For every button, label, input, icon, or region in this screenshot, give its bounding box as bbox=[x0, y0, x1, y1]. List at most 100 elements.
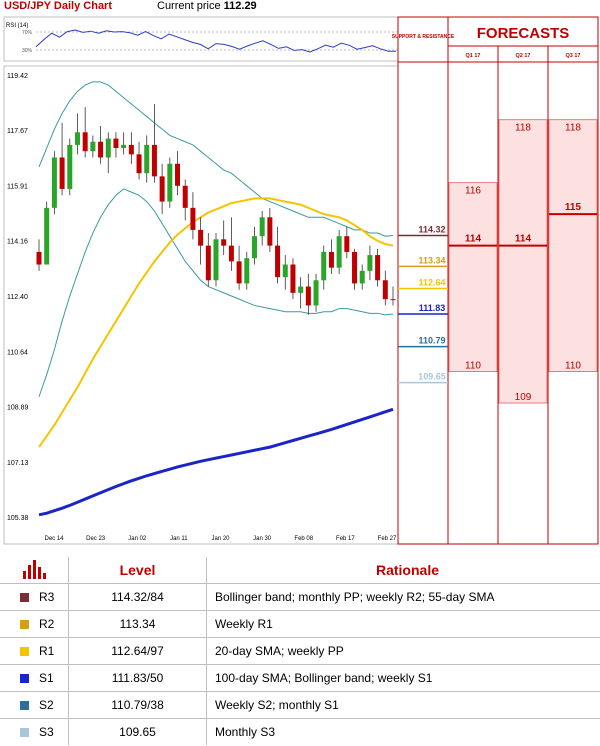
rationale-header: Rationale bbox=[206, 557, 600, 584]
forecast-range-box bbox=[498, 119, 548, 404]
candle-body bbox=[305, 286, 311, 306]
forecast-low: 109 bbox=[515, 392, 532, 403]
y-tick-label: 105.38 bbox=[7, 515, 29, 522]
forex-chart: RSI (14) 70% 30% 119.42 117.67 115.91 114.1… bbox=[3, 16, 599, 545]
current-price-value: 112.29 bbox=[223, 0, 257, 12]
level-code-cell: S2 bbox=[0, 691, 69, 719]
candle-body bbox=[128, 144, 134, 155]
level-swatch bbox=[20, 593, 29, 603]
candle-body bbox=[105, 138, 111, 158]
candle-body bbox=[113, 138, 119, 149]
sr-level-label: 113.34 bbox=[418, 255, 445, 265]
candle-body bbox=[205, 245, 211, 281]
candle-body bbox=[82, 132, 88, 152]
candle-body bbox=[213, 239, 219, 281]
level-value: 110.79/38 bbox=[68, 691, 207, 719]
forecast-range-box bbox=[448, 182, 498, 372]
candle-body bbox=[36, 251, 42, 265]
candle-body bbox=[167, 163, 173, 202]
level-code: S3 bbox=[39, 725, 54, 739]
level-code: R1 bbox=[39, 644, 55, 658]
candle-body bbox=[136, 154, 142, 174]
level-rationale: Bollinger band; monthly PP; weekly R2; 5… bbox=[206, 583, 600, 611]
level-rationale: Weekly R1 bbox=[206, 610, 600, 638]
forecast-low: 110 bbox=[465, 361, 481, 372]
candle-body bbox=[382, 280, 388, 300]
forecast-range-box bbox=[548, 119, 598, 372]
candle-body bbox=[244, 258, 250, 284]
candle-body bbox=[90, 141, 96, 152]
y-tick-label: 114.16 bbox=[7, 239, 28, 246]
sma100-line bbox=[38, 407, 394, 517]
candle-body bbox=[236, 261, 242, 284]
sr-level-label: 111.83 bbox=[419, 303, 446, 313]
candle-body bbox=[367, 255, 373, 271]
candles bbox=[36, 103, 396, 315]
candle-body bbox=[321, 251, 327, 281]
level-value: 111.83/50 bbox=[68, 664, 207, 692]
x-axis-ticks: Dec 14 Dec 23 Jan 02 Jan 11 Jan 20 Jan 30 Feb … bbox=[44, 536, 397, 542]
candle-body bbox=[182, 185, 188, 208]
forecast-col-label: Q1 17 bbox=[466, 53, 481, 59]
levels-table: Level Rationale R3 114.32/84 Bollinger ban… bbox=[0, 557, 600, 745]
bollinger-lower-line bbox=[38, 188, 394, 397]
level-swatch bbox=[20, 620, 29, 630]
table-header-row: Level Rationale bbox=[0, 557, 600, 584]
sr-level-label: 109.65 bbox=[418, 372, 446, 382]
sma20-line bbox=[38, 197, 394, 448]
candle-body bbox=[275, 245, 281, 278]
level-code-cell: S1 bbox=[0, 664, 69, 692]
candle-body bbox=[313, 280, 319, 306]
level-swatch bbox=[20, 674, 29, 684]
candle-body bbox=[359, 270, 365, 284]
forecasts-title: FORECASTS bbox=[477, 25, 570, 42]
level-rationale: Weekly S2; monthly S1 bbox=[206, 691, 600, 719]
sr-level-label: 110.79 bbox=[418, 336, 445, 346]
forecast-columns: Q1 17 116 114 110 Q2 17 118 114 109 Q3 17 118 115 1… bbox=[448, 53, 598, 404]
support-resistance-label: SUPPORT & RESISTANCE bbox=[392, 34, 455, 40]
candle-body bbox=[159, 176, 165, 202]
candle-body bbox=[121, 144, 127, 149]
table-icon-cell bbox=[0, 557, 69, 584]
x-tick-label: Feb 17 bbox=[336, 536, 355, 542]
candle-body bbox=[251, 236, 257, 259]
level-swatch bbox=[20, 728, 29, 738]
level-swatch bbox=[20, 647, 29, 657]
y-tick-label: 107.13 bbox=[7, 460, 29, 467]
forecast-high: 116 bbox=[465, 186, 481, 197]
forecast-low: 110 bbox=[565, 361, 581, 372]
x-tick-label: Dec 23 bbox=[86, 536, 106, 542]
forecast-high: 118 bbox=[565, 123, 581, 134]
candle-body bbox=[198, 229, 204, 246]
rsi-line bbox=[35, 29, 397, 53]
forecast-col-label: Q3 17 bbox=[566, 53, 581, 59]
forecast-col-label: Q2 17 bbox=[516, 53, 531, 59]
level-code: S2 bbox=[39, 698, 54, 712]
forecast-high: 118 bbox=[515, 123, 531, 134]
candle-body bbox=[144, 144, 150, 174]
chart-series bbox=[38, 81, 394, 517]
candle-body bbox=[74, 132, 80, 145]
current-price-label: Current price bbox=[157, 0, 221, 12]
candle-body bbox=[44, 207, 50, 265]
x-tick-label: Jan 11 bbox=[170, 536, 188, 542]
candle-body bbox=[298, 286, 304, 293]
table-row: S1 111.83/50 100-day SMA; Bollinger band; … bbox=[0, 664, 600, 692]
level-code: R2 bbox=[39, 617, 55, 631]
table-row: R3 114.32/84 Bollinger band; monthly PP; w… bbox=[0, 583, 600, 611]
chart-title: USD/JPY Daily Chart bbox=[4, 0, 113, 12]
x-tick-label: Jan 30 bbox=[253, 536, 272, 542]
candle-body bbox=[67, 144, 73, 189]
level-code-cell: R2 bbox=[0, 610, 69, 638]
y-tick-label: 108.89 bbox=[7, 405, 29, 412]
level-rationale: 20-day SMA; weekly PP bbox=[206, 637, 600, 665]
level-code: S1 bbox=[39, 671, 54, 685]
rsi-panel bbox=[3, 16, 399, 62]
y-tick-label: 117.67 bbox=[7, 128, 28, 135]
candle-body bbox=[290, 264, 296, 293]
candle-body bbox=[282, 264, 288, 278]
sr-level-label: 112.64 bbox=[418, 277, 445, 287]
level-rationale: Monthly S3 bbox=[206, 718, 600, 745]
level-code-cell: S3 bbox=[0, 718, 69, 745]
rsi-tick-30: 30% bbox=[22, 48, 33, 54]
